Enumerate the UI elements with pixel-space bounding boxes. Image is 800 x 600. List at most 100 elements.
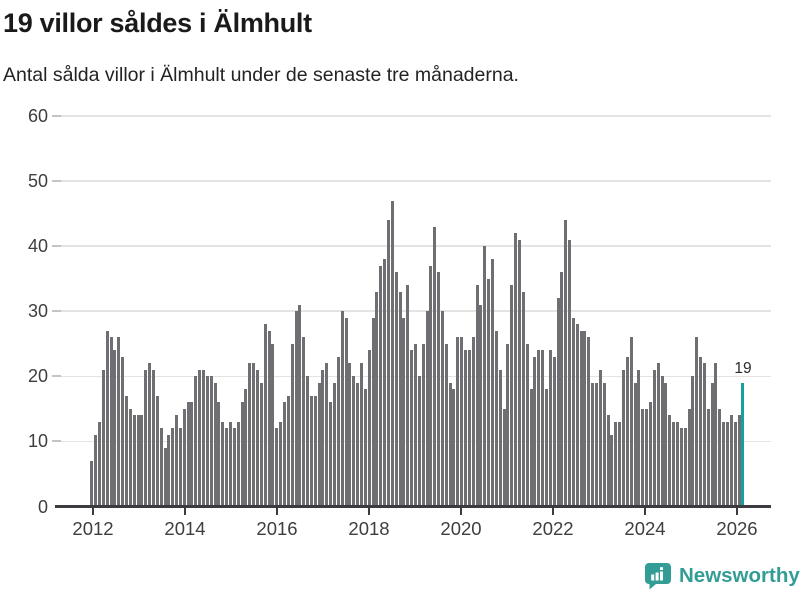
y-axis-label: 50 [27, 171, 48, 192]
bar [298, 304, 302, 507]
bar [398, 291, 402, 507]
highlighted-bar [741, 382, 745, 507]
bar [729, 415, 733, 507]
bar [117, 337, 121, 507]
bar [664, 382, 668, 507]
y-axis-label: 10 [27, 431, 48, 452]
bar [136, 415, 140, 507]
bar [718, 408, 722, 507]
bar [733, 421, 737, 507]
bar [124, 395, 128, 507]
x-axis-label: 2012 [72, 517, 114, 539]
bar [367, 350, 371, 507]
bar [660, 376, 664, 507]
bar [267, 330, 271, 507]
bar [525, 343, 529, 507]
bar [475, 285, 479, 507]
bar [190, 402, 194, 507]
x-axis-line [55, 505, 771, 508]
bar [691, 376, 695, 507]
bar [321, 369, 325, 507]
bar [637, 369, 641, 507]
bar [413, 343, 417, 507]
bar [132, 415, 136, 507]
bar [205, 376, 209, 507]
bar [360, 363, 363, 507]
bar [98, 421, 101, 507]
bar [406, 285, 410, 507]
bar [625, 356, 629, 507]
bar [402, 317, 406, 507]
bar [633, 382, 637, 507]
bar [194, 376, 198, 507]
x-axis-tick [552, 507, 554, 515]
bar [702, 363, 706, 507]
bar [275, 428, 279, 507]
y-tick [52, 115, 61, 117]
chart-title: 19 villor såldes i Älmhult [3, 8, 312, 38]
bar [641, 408, 645, 507]
bar [494, 330, 498, 507]
x-axis-label: 2022 [532, 517, 574, 539]
y-axis-label: 40 [27, 236, 48, 257]
bar [333, 382, 337, 507]
bar [587, 337, 591, 507]
bar [182, 408, 186, 507]
bar [94, 434, 98, 507]
bar [564, 220, 568, 507]
bar [614, 421, 618, 507]
bar [306, 376, 310, 507]
bar [425, 311, 429, 507]
bar [240, 402, 244, 507]
bar [155, 395, 159, 507]
bar [371, 317, 375, 507]
y-tick [52, 375, 61, 378]
bar [529, 389, 533, 507]
bar [675, 421, 679, 507]
x-axis-tick [368, 507, 370, 515]
bar [225, 428, 229, 507]
bar [533, 356, 537, 507]
bar [483, 246, 487, 507]
bar [379, 265, 383, 507]
bar [464, 350, 468, 507]
bar [290, 343, 294, 507]
bar [433, 226, 437, 507]
bar [583, 330, 587, 507]
bar [502, 408, 506, 507]
bar [568, 239, 572, 507]
bar [244, 389, 248, 507]
bar [610, 434, 614, 507]
bar [90, 460, 94, 507]
bar [571, 317, 575, 507]
bar [622, 369, 625, 507]
bar [302, 337, 306, 507]
y-tick [52, 180, 61, 183]
bar [101, 369, 105, 507]
bar [113, 350, 117, 507]
bar [186, 402, 190, 507]
bar [656, 363, 660, 507]
bar [552, 356, 556, 507]
bar [386, 220, 390, 507]
bar [606, 415, 610, 507]
bar [356, 382, 360, 507]
bar [683, 428, 687, 507]
bar [541, 350, 545, 507]
bar [279, 421, 283, 507]
bar [710, 382, 714, 507]
bar [294, 311, 298, 507]
bar [737, 415, 741, 507]
x-axis-tick [644, 507, 646, 515]
bar [437, 272, 441, 507]
bar [340, 311, 344, 507]
bar [595, 382, 599, 507]
bar [259, 382, 263, 507]
bar [652, 369, 656, 507]
newsworthy-logo-text: Newsworthy [679, 564, 800, 587]
bar [221, 421, 225, 507]
bar [352, 376, 356, 507]
bar [105, 330, 109, 507]
x-axis-tick [736, 507, 738, 515]
bar [521, 291, 525, 507]
